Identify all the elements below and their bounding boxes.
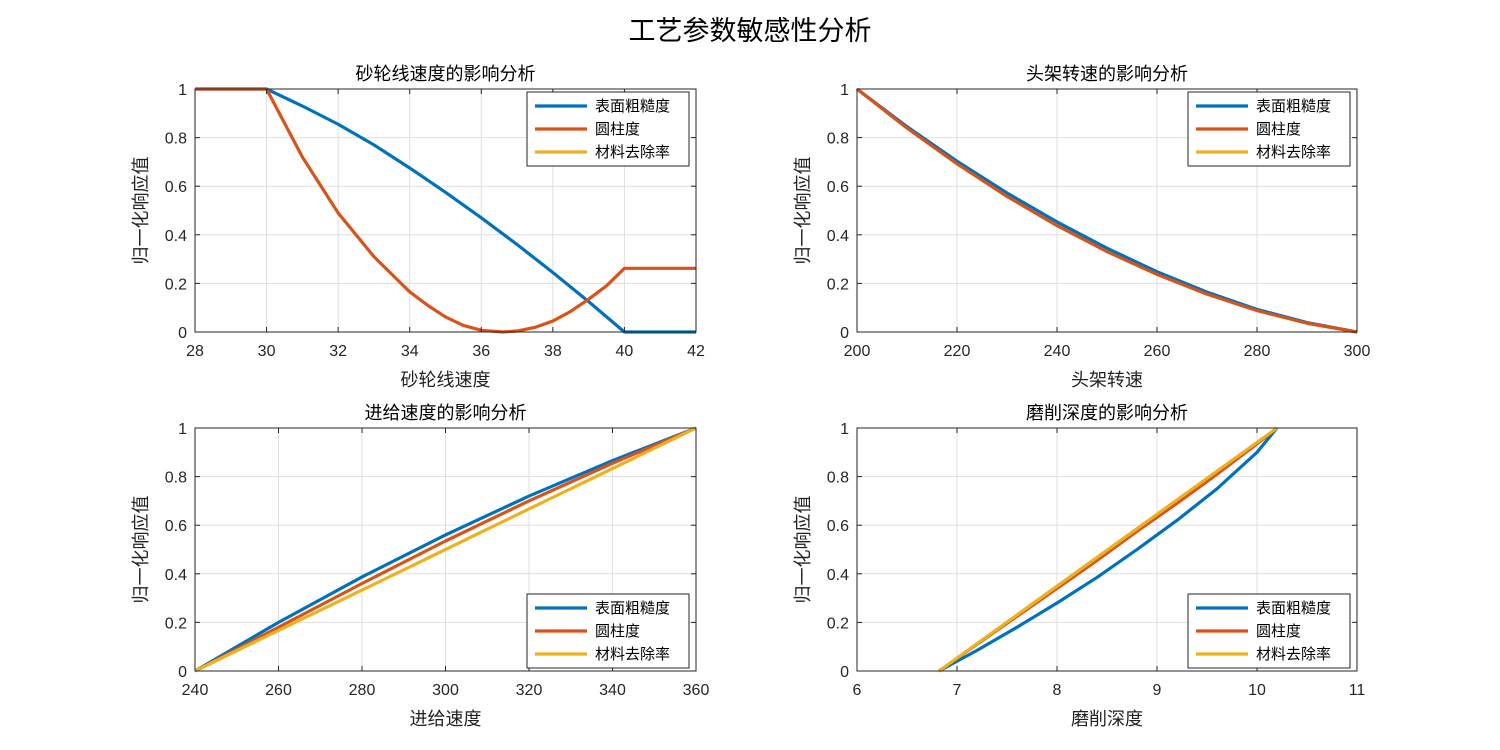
subplot-title: 磨削深度的影响分析 [1026,403,1188,424]
x-axis-label: 进给速度 [410,709,482,730]
subplot-2: 200 220 240 260 280 300 0 0.2 0.4 0.6 0.8 1 头架转速的影响分… [793,64,1370,391]
x-axis-label: 头架转速 [1071,370,1143,391]
y-tick-label: 1 [840,82,849,99]
y-tick-label: 0 [178,664,187,681]
axes-box [194,88,697,333]
x-tick-label: 240 [1044,343,1071,360]
x-tick-label: 32 [329,343,347,360]
legend-label: 圆柱度 [1256,120,1301,138]
series-line-material-removal-rate [938,426,1278,673]
x-tick-label: 260 [1144,343,1171,360]
y-axis-label: 归一化响应值 [131,496,152,604]
legend-label: 材料去除率 [1256,143,1331,161]
legend-label: 圆柱度 [1256,622,1301,640]
subplot-title: 进给速度的影响分析 [365,403,527,424]
y-tick-label: 0.6 [165,179,187,196]
x-tick-label: 36 [472,343,490,360]
y-tick-label: 0 [840,325,849,342]
x-tick-label: 8 [1053,682,1062,699]
y-tick-label: 0.6 [827,179,849,196]
y-tick-label: 0.4 [165,567,187,584]
subplot-3: 240 260 280 300 320 340 360 0 0.2 0.4 0.6 0.8 1 进给速度的… [131,403,709,730]
series-line-cylindricity [194,426,697,673]
x-tick-label: 11 [1349,682,1366,699]
legend-label: 表面粗糙度 [595,97,670,115]
series-line-surface-roughness [938,426,1279,673]
series-line-cylindricity [856,87,1358,334]
y-tick-label: 0 [840,664,849,681]
x-tick-label: 9 [1153,682,1162,699]
series-line-surface-roughness [194,426,697,673]
x-tick-label: 320 [516,682,543,699]
y-tick-label: 0.8 [827,470,849,487]
y-tick-label: 0 [178,325,187,342]
x-tick-label: 42 [687,343,705,360]
y-tick-label: 0.2 [165,276,187,293]
legend-label: 材料去除率 [595,143,670,161]
y-tick-label: 0.2 [827,276,849,293]
y-tick-label: 0.4 [165,228,187,245]
y-tick-label: 0.6 [165,518,187,535]
x-tick-label: 34 [401,343,419,360]
x-tick-label: 300 [432,682,459,699]
y-tick-label: 0.8 [165,131,187,148]
x-tick-label: 280 [349,682,376,699]
x-tick-label: 300 [1344,343,1371,360]
x-tick-label: 40 [616,343,634,360]
x-tick-label: 38 [544,343,562,360]
x-tick-label: 280 [1244,343,1271,360]
y-tick-label: 0.4 [827,228,849,245]
y-tick-label: 0.8 [165,470,187,487]
series-line-material-removal-rate [194,426,697,673]
x-axis-label: 磨削深度 [1071,709,1143,730]
x-tick-label: 360 [683,682,710,699]
y-tick-label: 1 [178,421,187,438]
x-tick-label: 260 [265,682,292,699]
legend-label: 材料去除率 [595,645,670,663]
legend-label: 圆柱度 [595,622,640,640]
legend-label: 圆柱度 [595,120,640,138]
figure-title: 工艺参数敏感性分析 [629,16,872,47]
x-tick-label: 28 [186,343,204,360]
x-tick-label: 30 [258,343,276,360]
series-line-surface-roughness [195,87,696,334]
x-tick-label: 200 [844,343,871,360]
y-axis-label: 归一化响应值 [793,157,814,265]
axes-box [856,88,1358,333]
legend-label: 表面粗糙度 [595,599,670,617]
y-tick-label: 0.6 [827,518,849,535]
legend-label: 表面粗糙度 [1256,599,1331,617]
subplot-title: 头架转速的影响分析 [1026,64,1188,85]
subplot-1: 28 30 32 34 36 38 40 42 0 0.2 0.4 0.6 0.8 1 砂轮线速度的影响分析… [131,64,705,391]
y-tick-label: 1 [840,421,849,438]
subplot-title: 砂轮线速度的影响分析 [356,64,536,85]
y-tick-label: 0.8 [827,131,849,148]
y-tick-label: 0.2 [165,615,187,632]
x-tick-label: 10 [1248,682,1266,699]
y-tick-label: 0.4 [827,567,849,584]
legend-box [1187,593,1351,669]
x-tick-label: 340 [599,682,626,699]
y-tick-label: 1 [178,82,187,99]
y-tick-label: 0.2 [827,615,849,632]
subplot-grid: 28 30 32 34 36 38 40 42 0 0.2 0.4 0.6 0.8 1 砂轮线速度的影响分析… [131,64,1370,730]
legend-label: 材料去除率 [1256,645,1331,663]
legend-label: 表面粗糙度 [1256,97,1331,115]
x-tick-label: 6 [853,682,862,699]
y-axis-label: 归一化响应值 [131,157,152,265]
axes-box [856,427,1358,672]
x-tick-label: 220 [944,343,971,360]
x-axis-label: 砂轮线速度 [401,370,491,391]
x-tick-label: 7 [953,682,962,699]
x-tick-label: 240 [182,682,209,699]
y-axis-label: 归一化响应值 [793,496,814,604]
